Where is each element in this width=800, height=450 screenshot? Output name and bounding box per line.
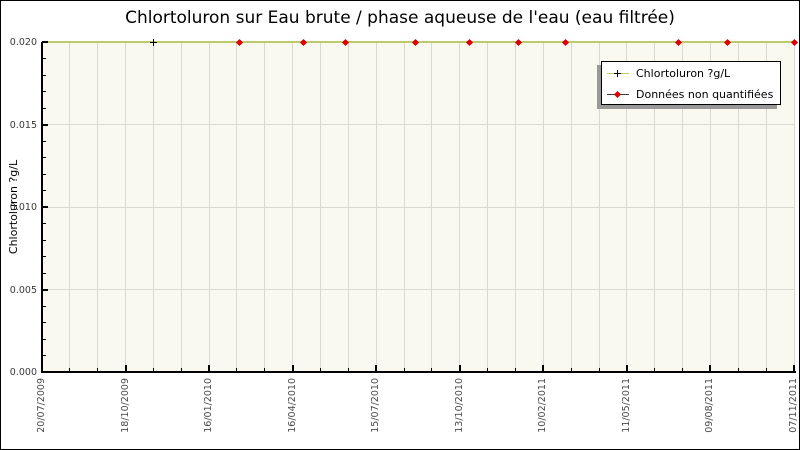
y-major-tick [42, 123, 48, 126]
data-point-marker-non-quantified [515, 38, 523, 46]
y-minor-tick [42, 272, 46, 274]
x-major-tick [709, 365, 712, 372]
x-minor-tick [347, 368, 349, 372]
chart-title: Chlortoluron sur Eau brute / phase aqueu… [125, 8, 675, 28]
x-minor-tick [598, 368, 600, 372]
x-tick-label: 09/08/2011 [704, 378, 716, 433]
x-minor-tick [570, 368, 572, 372]
data-point-marker-quantified [149, 38, 157, 46]
x-tick-label: 07/11/2011 [788, 378, 799, 433]
x-minor-tick [69, 368, 71, 372]
x-major-tick [458, 365, 461, 372]
y-minor-tick [42, 107, 46, 109]
legend-entry-quantified: Chlortoluron ?g/L [602, 64, 780, 83]
plus-marker-icon [614, 70, 621, 77]
y-tick-label: 0.005 [9, 284, 37, 296]
x-minor-tick [765, 368, 767, 372]
y-minor-tick [42, 223, 46, 224]
x-minor-tick [403, 368, 405, 372]
data-point-marker-non-quantified [300, 38, 308, 46]
y-minor-tick [42, 322, 46, 323]
x-major-tick [625, 365, 628, 372]
x-tick-label: 16/01/2010 [203, 378, 215, 433]
y-minor-tick [42, 140, 46, 142]
y-tick-label: 0.010 [9, 202, 37, 213]
x-minor-tick [180, 368, 182, 372]
x-minor-tick [431, 368, 433, 372]
x-tick-label: 15/07/2010 [370, 378, 382, 433]
legend-entry-non-quantified: Données non quantifiées [602, 85, 780, 104]
data-point-marker-non-quantified [790, 38, 798, 46]
diamond-marker-icon [613, 90, 622, 99]
y-minor-tick [42, 190, 46, 191]
x-minor-tick [654, 368, 656, 372]
x-major-tick [208, 365, 211, 372]
x-minor-tick [514, 368, 516, 372]
x-minor-tick [682, 368, 684, 372]
x-major-tick [793, 365, 795, 372]
x-minor-tick [737, 368, 739, 372]
legend-label: Données non quantifiées [636, 88, 774, 101]
y-minor-tick [42, 256, 46, 257]
y-minor-tick [42, 173, 46, 175]
x-tick-label: 11/05/2011 [620, 378, 632, 433]
legend-label: Chlortoluron ?g/L [636, 67, 731, 80]
x-minor-tick [97, 368, 99, 372]
x-minor-tick [320, 368, 322, 372]
gridline-horizontal [42, 206, 794, 208]
y-tick-label: 0.015 [9, 119, 37, 131]
y-minor-tick [42, 58, 46, 59]
x-minor-tick [264, 368, 266, 372]
x-major-tick [542, 365, 545, 372]
x-major-tick [124, 365, 127, 372]
data-point-marker-non-quantified [412, 38, 420, 46]
x-tick-label: 20/07/2009 [36, 378, 47, 433]
y-minor-tick [42, 74, 46, 76]
y-minor-tick [42, 157, 46, 158]
y-tick-label: 0.000 [9, 367, 37, 378]
x-major-tick [375, 365, 378, 372]
data-point-marker-non-quantified [236, 38, 244, 46]
x-tick-label: 16/04/2010 [286, 378, 298, 433]
y-tick-label: 0.020 [9, 37, 37, 48]
y-minor-tick [42, 239, 46, 241]
x-tick-label: 18/10/2009 [119, 378, 131, 433]
x-minor-tick [487, 368, 489, 372]
y-major-tick [42, 206, 48, 208]
y-minor-tick [42, 91, 46, 92]
gridline-horizontal [42, 124, 794, 125]
y-minor-tick [42, 305, 46, 307]
y-axis-line [41, 42, 43, 373]
data-point-marker-non-quantified [724, 38, 732, 46]
x-tick-label: 13/10/2010 [453, 378, 465, 433]
x-minor-tick [236, 368, 238, 372]
legend: Chlortoluron ?g/L Données non quantifiée… [601, 61, 781, 105]
gridline-vertical [793, 42, 795, 372]
y-minor-tick [42, 355, 46, 356]
y-minor-tick [42, 338, 46, 340]
x-major-tick [291, 365, 294, 372]
data-point-marker-non-quantified [465, 38, 473, 46]
y-major-tick [42, 288, 48, 291]
x-minor-tick [152, 368, 154, 372]
x-axis-line [41, 371, 796, 373]
x-tick-label: 10/02/2011 [537, 378, 549, 433]
data-point-marker-non-quantified [561, 38, 569, 46]
y-major-tick [42, 41, 48, 43]
gridline-horizontal [42, 289, 794, 290]
